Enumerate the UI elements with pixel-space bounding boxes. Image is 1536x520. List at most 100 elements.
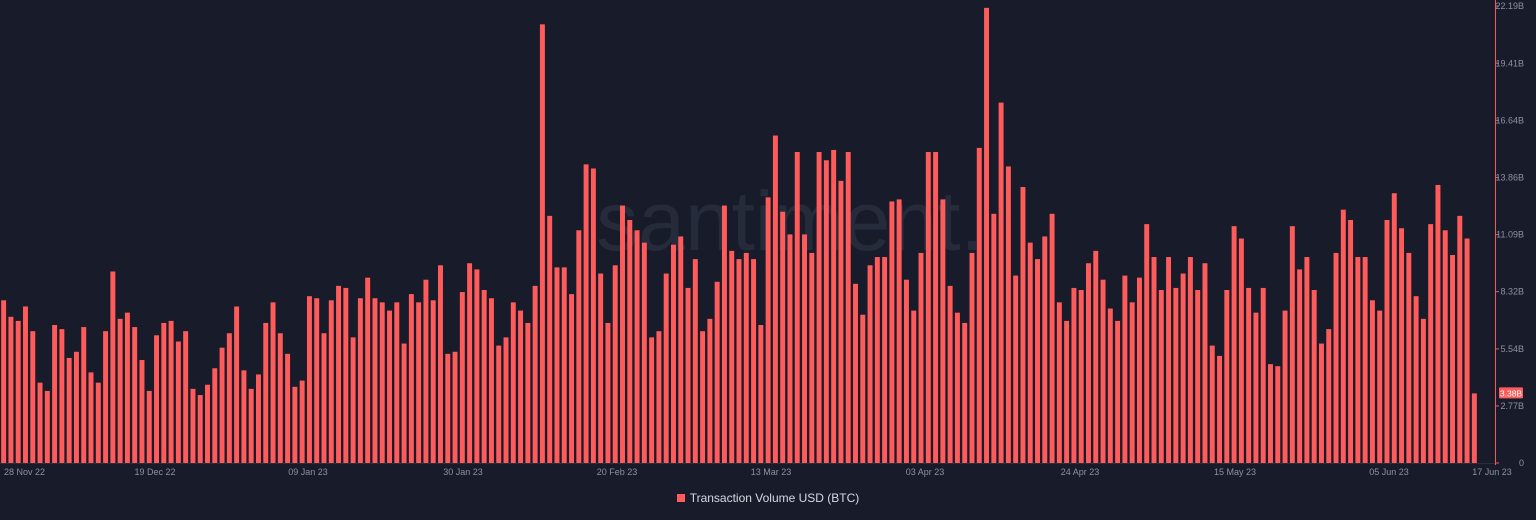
bar[interactable]	[124, 312, 130, 463]
bar[interactable]	[627, 219, 633, 463]
bar[interactable]	[867, 265, 873, 463]
bar[interactable]	[1202, 263, 1208, 463]
bar[interactable]	[787, 234, 793, 463]
bar[interactable]	[1355, 257, 1361, 463]
bar[interactable]	[1107, 308, 1113, 463]
bar[interactable]	[1275, 366, 1281, 463]
bar[interactable]	[707, 318, 713, 463]
bar[interactable]	[408, 294, 414, 463]
bar[interactable]	[1115, 320, 1121, 463]
bar[interactable]	[474, 269, 480, 463]
bar[interactable]	[1064, 320, 1070, 463]
bar[interactable]	[1318, 343, 1324, 463]
bar[interactable]	[1362, 257, 1368, 463]
bar[interactable]	[532, 285, 538, 463]
bar[interactable]	[903, 279, 909, 463]
bar[interactable]	[88, 372, 94, 463]
bar[interactable]	[1166, 257, 1172, 463]
bar[interactable]	[663, 273, 669, 463]
bar[interactable]	[802, 234, 807, 463]
bar[interactable]	[241, 370, 247, 463]
bar[interactable]	[678, 236, 684, 463]
bar[interactable]	[1013, 275, 1019, 463]
bar[interactable]	[139, 360, 145, 463]
bar[interactable]	[1246, 287, 1252, 463]
bar[interactable]	[1078, 290, 1084, 463]
bar[interactable]	[1042, 236, 1048, 463]
bar[interactable]	[911, 310, 917, 463]
bar[interactable]	[954, 312, 960, 463]
bar[interactable]	[277, 333, 283, 463]
bar[interactable]	[23, 306, 28, 463]
bar[interactable]	[554, 267, 560, 463]
bar[interactable]	[146, 390, 152, 463]
bar[interactable]	[1442, 230, 1448, 463]
bar[interactable]	[874, 257, 880, 463]
bar[interactable]	[816, 152, 822, 463]
bar[interactable]	[1413, 296, 1419, 463]
bar[interactable]	[1136, 277, 1142, 463]
bar[interactable]	[132, 327, 138, 463]
bar[interactable]	[1129, 302, 1135, 463]
bar[interactable]	[44, 390, 50, 463]
bar[interactable]	[459, 292, 465, 463]
bar[interactable]	[1399, 228, 1405, 463]
bar[interactable]	[1268, 364, 1273, 463]
bar[interactable]	[1406, 252, 1412, 463]
bar[interactable]	[1297, 269, 1303, 463]
bar[interactable]	[117, 318, 123, 463]
bar[interactable]	[1086, 263, 1091, 463]
bar[interactable]	[671, 244, 676, 463]
bar[interactable]	[853, 283, 858, 463]
bar[interactable]	[255, 374, 261, 463]
bar[interactable]	[729, 250, 735, 463]
bar[interactable]	[1457, 215, 1463, 463]
bar[interactable]	[1231, 226, 1237, 463]
bar[interactable]	[641, 242, 647, 463]
bar[interactable]	[518, 310, 524, 463]
bar[interactable]	[794, 152, 800, 463]
bar[interactable]	[510, 302, 516, 463]
bar[interactable]	[488, 298, 494, 463]
bar[interactable]	[336, 285, 342, 463]
bar[interactable]	[1173, 287, 1179, 463]
bar[interactable]	[234, 306, 240, 463]
bar[interactable]	[1304, 257, 1310, 463]
bar[interactable]	[1333, 252, 1339, 463]
bar[interactable]	[831, 149, 837, 463]
bar[interactable]	[197, 395, 203, 463]
bar[interactable]	[583, 164, 589, 463]
bar[interactable]	[1384, 219, 1390, 463]
bar[interactable]	[1151, 257, 1157, 463]
bar[interactable]	[1450, 254, 1455, 463]
bar[interactable]	[416, 302, 422, 463]
bar[interactable]	[692, 259, 698, 463]
bar[interactable]	[372, 298, 378, 463]
bar[interactable]	[743, 252, 749, 463]
bar[interactable]	[292, 386, 298, 463]
bar[interactable]	[1217, 355, 1223, 463]
bar[interactable]	[263, 322, 269, 463]
bar[interactable]	[612, 265, 618, 463]
bar[interactable]	[1282, 310, 1288, 463]
bar[interactable]	[1071, 287, 1077, 463]
bar[interactable]	[496, 345, 502, 463]
bar[interactable]	[212, 368, 218, 463]
bar[interactable]	[598, 273, 604, 463]
bar[interactable]	[1348, 219, 1354, 463]
bar[interactable]	[1144, 224, 1150, 463]
bar[interactable]	[110, 271, 116, 463]
bar[interactable]	[1020, 187, 1026, 463]
bar[interactable]	[1224, 290, 1230, 463]
bar[interactable]	[1209, 345, 1215, 463]
bar[interactable]	[1122, 275, 1128, 463]
bar[interactable]	[539, 24, 545, 464]
bar[interactable]	[1049, 213, 1055, 463]
bar[interactable]	[1195, 290, 1201, 463]
bar[interactable]	[947, 285, 953, 463]
bar[interactable]	[37, 382, 43, 463]
bar[interactable]	[1035, 259, 1040, 463]
bar[interactable]	[1428, 224, 1434, 463]
bar[interactable]	[161, 322, 167, 463]
bar[interactable]	[95, 382, 101, 463]
